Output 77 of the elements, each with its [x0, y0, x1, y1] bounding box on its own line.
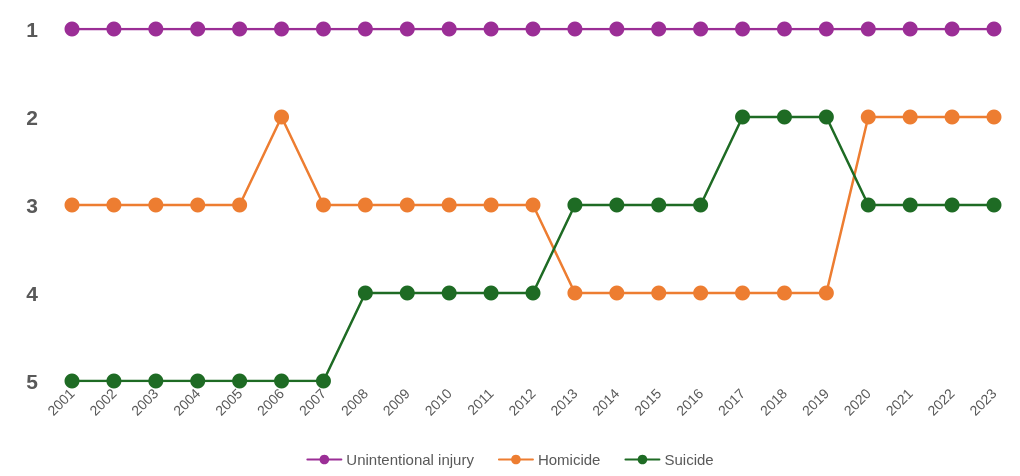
point: [776, 21, 792, 37]
point: [106, 373, 122, 389]
point: [693, 21, 709, 37]
point: [818, 285, 834, 301]
point: [986, 109, 1002, 125]
point: [567, 285, 583, 301]
point: [357, 197, 373, 213]
point: [232, 21, 248, 37]
point: [525, 197, 541, 213]
point: [106, 21, 122, 37]
y-tick-label: 1: [26, 17, 39, 41]
point: [64, 373, 80, 389]
point: [818, 21, 834, 37]
point: [609, 21, 625, 37]
point: [190, 21, 206, 37]
point: [399, 197, 415, 213]
point: [986, 21, 1002, 37]
point: [232, 373, 248, 389]
point: [651, 285, 667, 301]
point: [274, 21, 290, 37]
y-tick-label: 5: [26, 369, 39, 393]
point: [315, 197, 331, 213]
point: [567, 197, 583, 213]
point: [693, 285, 709, 301]
point: [399, 285, 415, 301]
point: [441, 21, 457, 37]
point: [651, 197, 667, 213]
point: [525, 285, 541, 301]
point: [483, 285, 499, 301]
point: [902, 109, 918, 125]
point: [64, 21, 80, 37]
point: [567, 21, 583, 37]
point: [274, 373, 290, 389]
point: [944, 109, 960, 125]
point: [525, 21, 541, 37]
legend-label: Homicide: [537, 451, 601, 468]
point: [609, 197, 625, 213]
point: [944, 197, 960, 213]
point: [651, 21, 667, 37]
point: [860, 197, 876, 213]
y-tick-label: 2: [26, 105, 38, 129]
point: [902, 197, 918, 213]
point: [860, 21, 876, 37]
point: [274, 109, 290, 125]
point: [609, 285, 625, 301]
point: [64, 197, 80, 213]
point: [106, 197, 122, 213]
legend-label: Unintentional injury: [346, 451, 475, 468]
point: [441, 197, 457, 213]
point: [986, 197, 1002, 213]
point: [148, 373, 164, 389]
point: [735, 285, 751, 301]
point: [776, 285, 792, 301]
point: [441, 285, 457, 301]
point: [190, 373, 206, 389]
point: [357, 21, 373, 37]
point: [357, 285, 373, 301]
point: [860, 109, 876, 125]
point: [399, 21, 415, 37]
point: [483, 197, 499, 213]
point: [693, 197, 709, 213]
point: [190, 197, 206, 213]
point: [735, 21, 751, 37]
point: [818, 109, 834, 125]
point: [944, 21, 960, 37]
point: [148, 197, 164, 213]
y-tick-label: 4: [26, 281, 39, 305]
point: [232, 197, 248, 213]
legend-label: Suicide: [664, 451, 714, 468]
point: [483, 21, 499, 37]
y-tick-label: 3: [26, 193, 38, 217]
point: [735, 109, 751, 125]
point: [315, 21, 331, 37]
point: [776, 109, 792, 125]
point: [315, 373, 331, 389]
point: [148, 21, 164, 37]
point: [902, 21, 918, 37]
